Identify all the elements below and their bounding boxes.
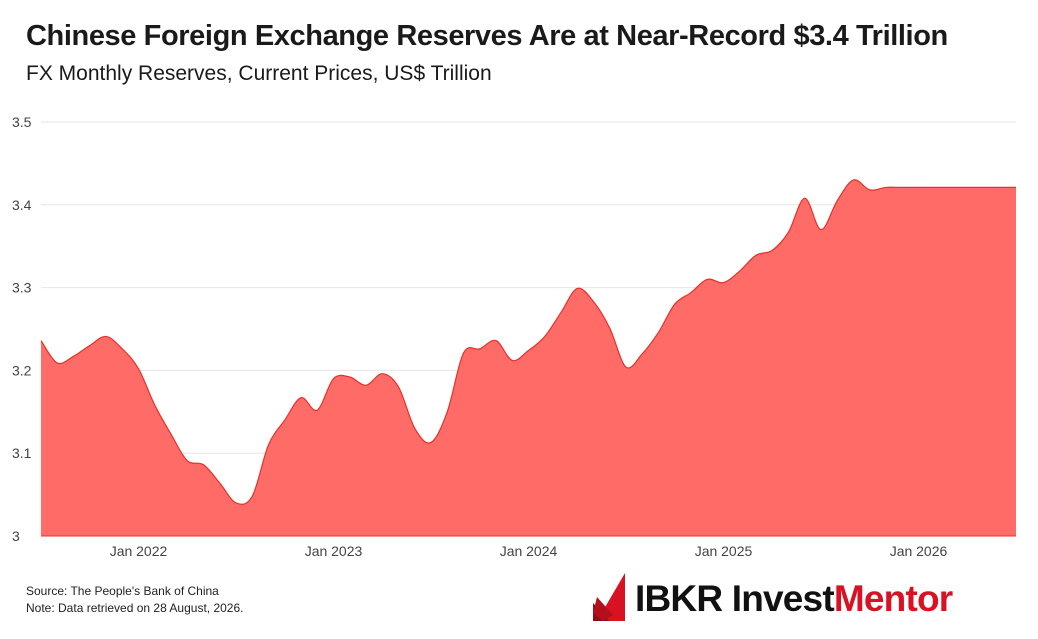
reserves-line <box>40 179 1016 505</box>
data-note: Note: Data retrieved on 28 August, 2026. <box>26 601 244 615</box>
reserves-area <box>41 179 1016 537</box>
area-chart: 33.13.23.33.43.5 Jan 2022 Jan 2023 Jan 202… <box>12 114 1016 559</box>
y-axis-ticks: 3 3.1 3.2 3.3 3.4 3.5 <box>12 114 32 544</box>
brand-name-part1: IBKR Invest <box>635 578 835 619</box>
brand-name: IBKR InvestMentor <box>635 578 953 620</box>
y-tick-label: 3.5 <box>12 114 32 130</box>
chart-title: Chinese Foreign Exchange Reserves Are at… <box>26 20 948 52</box>
brand-name-part2: Mentor <box>833 578 953 619</box>
x-tick-label: Jan 2023 <box>305 543 363 559</box>
y-tick-label: 3.3 <box>12 280 32 296</box>
ibkr-logo-icon <box>593 573 625 621</box>
source-note: Source: The People's Bank of China <box>26 584 219 598</box>
x-tick-label: Jan 2022 <box>110 543 168 559</box>
y-tick-label: 3.2 <box>12 362 32 378</box>
brand-logo: IBKR InvestMentor <box>593 572 953 626</box>
y-tick-label: 3.1 <box>12 445 32 461</box>
chart-subtitle: FX Monthly Reserves, Current Prices, US$… <box>26 62 492 85</box>
x-tick-label: Jan 2024 <box>500 543 558 559</box>
x-tick-label: Jan 2025 <box>695 543 753 559</box>
footer: Source: The People's Bank of China Note:… <box>26 583 243 617</box>
y-tick-label: 3.4 <box>12 197 32 213</box>
y-tick-label: 3 <box>12 528 20 544</box>
x-tick-label: Jan 2026 <box>890 543 948 559</box>
x-axis-ticks: Jan 2022 Jan 2023 Jan 2024 Jan 2025 Jan 2026 <box>110 543 948 559</box>
